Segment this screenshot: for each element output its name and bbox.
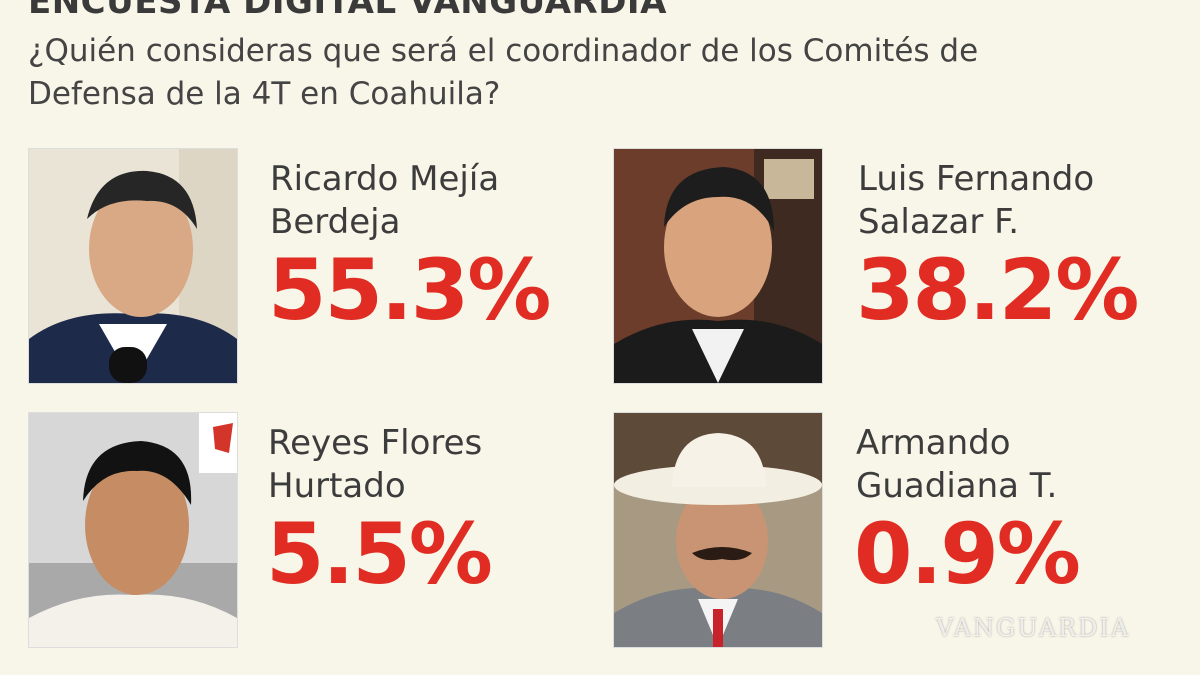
candidate-name-line1: Luis Fernando	[858, 159, 1095, 199]
candidate-name-line1: Reyes Flores	[268, 423, 483, 463]
candidate-percent: 5.5%	[266, 505, 493, 603]
candidate-name-line2: Hurtado	[268, 466, 406, 506]
vanguardia-watermark: VANGUARDIA	[936, 614, 1131, 642]
candidate-photo-flores	[28, 412, 238, 648]
candidate-photo-salazar	[613, 148, 823, 384]
candidate-photo-mejia	[28, 148, 238, 384]
candidate-photo-guadiana	[613, 412, 823, 648]
survey-title: ENCUESTA DIGITAL VANGUARDIA	[28, 0, 667, 22]
candidate-name-line2: Berdeja	[270, 202, 401, 242]
candidate-name-line1: Ricardo Mejía	[270, 159, 500, 199]
candidate-name-line2: Guadiana T.	[856, 466, 1058, 506]
survey-question: ¿Quién consideras que será el coordinado…	[28, 33, 979, 112]
candidate-name-line1: Armando	[856, 423, 1011, 463]
candidate-name-line2: Salazar F.	[858, 202, 1020, 242]
candidate-percent: 55.3%	[268, 241, 551, 339]
candidate-percent: 38.2%	[856, 241, 1139, 339]
candidate-percent: 0.9%	[854, 505, 1081, 603]
